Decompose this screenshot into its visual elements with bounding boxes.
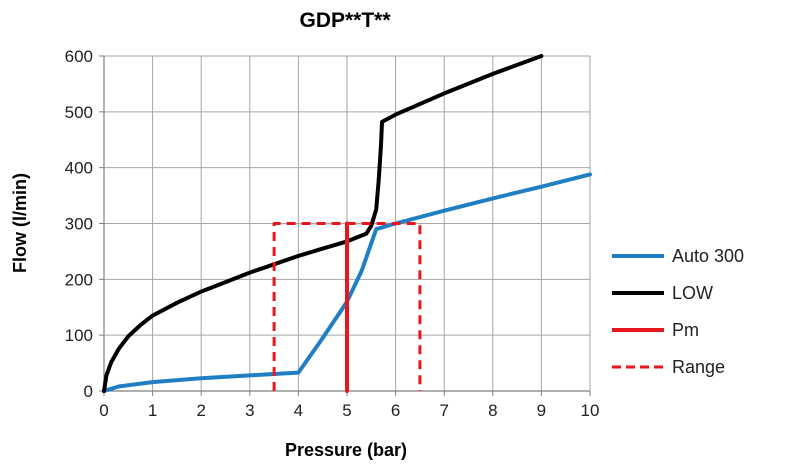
legend-label-range: Range — [672, 357, 725, 377]
series-line-range — [272, 222, 422, 391]
y-tick-label: 400 — [65, 159, 93, 178]
x-tick-label: 0 — [99, 401, 108, 420]
legend-label-low: LOW — [672, 283, 713, 303]
y-tick-label: 600 — [65, 47, 93, 66]
legend-label-pm: Pm — [672, 320, 699, 340]
x-tick-label: 2 — [196, 401, 205, 420]
y-tick-label: 500 — [65, 103, 93, 122]
x-tick-label: 4 — [294, 401, 303, 420]
series-lines — [102, 54, 592, 393]
x-tick-label: 8 — [488, 401, 497, 420]
legend: Auto 300 LOW Pm Range — [612, 246, 744, 377]
x-tick-label: 5 — [342, 401, 351, 420]
legend-label-auto-300: Auto 300 — [672, 246, 744, 266]
y-axis-label: Flow (l/min) — [10, 173, 30, 273]
x-tick-label: 3 — [245, 401, 254, 420]
y-tick-label: 100 — [65, 326, 93, 345]
x-tick-label: 9 — [537, 401, 546, 420]
y-tick-label: 200 — [65, 270, 93, 289]
y-tick-label: 0 — [84, 382, 93, 401]
series-line-low — [102, 54, 544, 393]
y-tick-label: 300 — [65, 215, 93, 234]
x-tick-label: 7 — [439, 401, 448, 420]
x-axis-label: Pressure (bar) — [285, 440, 407, 460]
x-tick-label: 1 — [148, 401, 157, 420]
chart-title: GDP**T** — [299, 9, 391, 32]
x-tick-label: 10 — [581, 401, 600, 420]
x-tick-label: 6 — [391, 401, 400, 420]
